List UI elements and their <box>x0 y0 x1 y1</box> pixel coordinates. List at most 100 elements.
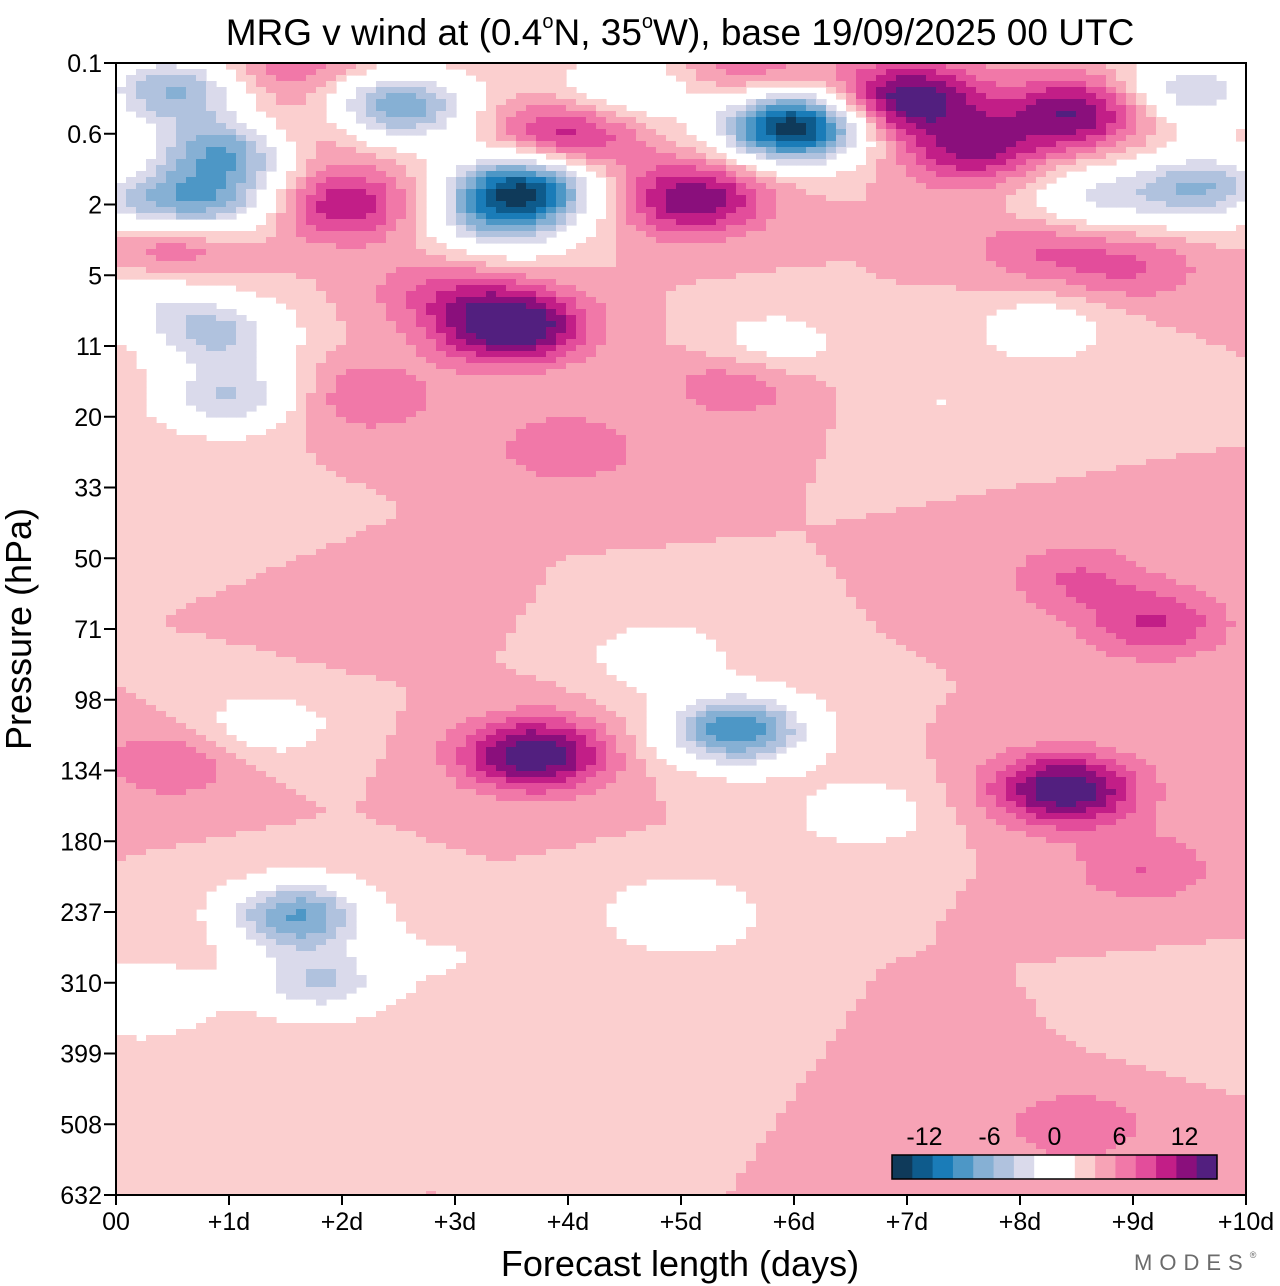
contour-cell <box>1146 135 1157 142</box>
contour-cell <box>726 315 737 322</box>
contour-cell <box>476 177 487 184</box>
contour-cell <box>626 165 637 172</box>
contour-cell <box>626 339 637 346</box>
contour-cell <box>196 345 207 352</box>
contour-cell <box>346 279 357 286</box>
contour-cell <box>606 327 617 334</box>
contour-cell <box>416 93 427 100</box>
contour-cell <box>676 123 687 130</box>
contour-cell <box>256 99 267 106</box>
contour-cell <box>476 207 487 214</box>
contour-cell <box>416 249 427 256</box>
contour-cell <box>196 183 207 190</box>
contour-cell <box>636 129 647 136</box>
contour-cell <box>576 195 587 202</box>
contour-cell <box>616 177 627 184</box>
contour-cell <box>176 147 187 154</box>
contour-cell <box>836 243 847 250</box>
contour-cell <box>236 357 247 364</box>
contour-cell <box>426 333 437 340</box>
contour-cell <box>656 147 667 154</box>
contour-cell <box>226 117 237 124</box>
contour-cell <box>826 219 837 226</box>
contour-cell <box>226 237 237 244</box>
contour-cell <box>1206 99 1217 106</box>
contour-cell <box>726 141 737 148</box>
contour-cell <box>1176 231 1187 238</box>
contour-cell <box>856 279 867 286</box>
contour-cell <box>326 75 337 82</box>
contour-cell <box>776 141 787 148</box>
contour-cell <box>306 279 317 286</box>
contour-cell <box>1146 291 1157 298</box>
contour-cell <box>526 267 537 274</box>
contour-cell <box>456 363 467 370</box>
contour-cell <box>906 279 917 286</box>
contour-cell <box>646 123 657 130</box>
contour-cell <box>276 81 287 88</box>
contour-cell <box>676 309 687 316</box>
contour-cell <box>956 369 967 376</box>
contour-cell <box>1086 225 1097 232</box>
contour-cell <box>856 231 867 238</box>
contour-cell <box>586 291 597 298</box>
contour-cell <box>526 345 537 352</box>
contour-cell <box>256 237 267 244</box>
contour-cell <box>126 87 137 94</box>
contour-cell <box>226 339 237 346</box>
contour-cell <box>826 117 837 124</box>
contour-cell <box>756 243 767 250</box>
contour-cell <box>1096 375 1107 382</box>
contour-cell <box>316 123 327 130</box>
contour-cell <box>506 297 517 304</box>
contour-cell <box>206 303 217 310</box>
contour-cell <box>1066 291 1077 298</box>
contour-cell <box>516 129 527 136</box>
contour-cell <box>276 75 287 82</box>
contour-cell <box>136 213 147 220</box>
contour-cell <box>676 231 687 238</box>
contour-cell <box>406 327 417 334</box>
contour-cell <box>426 309 437 316</box>
contour-cell <box>706 147 717 154</box>
contour-cell <box>916 267 927 274</box>
contour-cell <box>376 153 387 160</box>
contour-cell <box>1146 243 1157 250</box>
contour-cell <box>836 291 847 298</box>
contour-cell <box>206 357 217 364</box>
contour-cell <box>366 189 377 196</box>
contour-cell <box>486 327 497 334</box>
contour-cell <box>856 75 867 82</box>
contour-cell <box>1166 189 1177 196</box>
contour-cell <box>436 87 447 94</box>
contour-cell <box>486 381 497 388</box>
contour-cell <box>846 183 857 190</box>
contour-cell <box>886 345 897 352</box>
contour-cell <box>746 237 757 244</box>
contour-cell <box>1116 267 1127 274</box>
contour-cell <box>246 159 257 166</box>
contour-cell <box>436 255 447 262</box>
contour-cell <box>956 249 967 256</box>
contour-cell <box>836 255 847 262</box>
contour-cell <box>1016 219 1027 226</box>
contour-cell <box>1166 321 1177 328</box>
contour-cell <box>636 315 647 322</box>
contour-cell <box>176 99 187 106</box>
contour-cell <box>146 207 157 214</box>
contour-cell <box>426 123 437 130</box>
contour-cell <box>946 309 957 316</box>
contour-cell <box>996 87 1007 94</box>
contour-cell <box>426 117 437 124</box>
contour-cell <box>976 177 987 184</box>
contour-cell <box>476 225 487 232</box>
contour-cell <box>516 357 527 364</box>
contour-cell <box>1136 363 1147 370</box>
contour-cell <box>556 123 567 130</box>
contour-cell <box>926 279 937 286</box>
contour-cell <box>866 87 877 94</box>
contour-cell <box>1146 267 1157 274</box>
contour-cell <box>436 309 447 316</box>
contour-cell <box>1026 363 1037 370</box>
contour-cell <box>1086 297 1097 304</box>
